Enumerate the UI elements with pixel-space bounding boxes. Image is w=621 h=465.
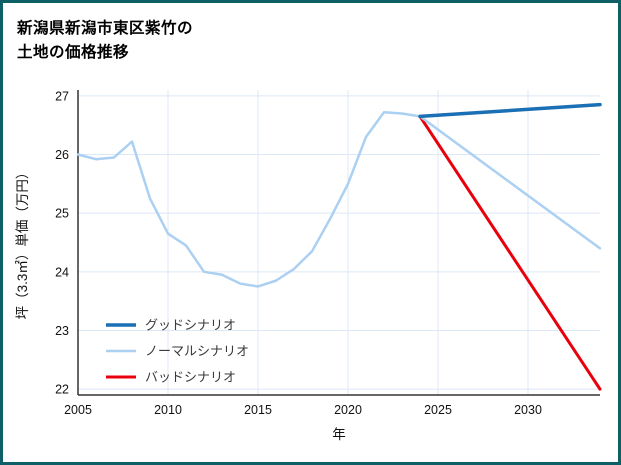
x-tick-label: 2015 bbox=[244, 403, 272, 417]
x-tick-label: 2010 bbox=[154, 403, 182, 417]
page-title-line-1: 新潟県新潟市東区紫竹の bbox=[17, 20, 194, 37]
series-line-2 bbox=[418, 114, 602, 391]
price-trend-chart: 22 23 24 25 26 27 2005 2010 2015 2020 2025 2030 年 坪（3… bbox=[3, 75, 618, 462]
x-tick-label: 2025 bbox=[424, 403, 452, 417]
y-tick-label: 26 bbox=[55, 148, 69, 162]
line-chart-canvas: 22 23 24 25 26 27 2005 2010 2015 2020 2025 2030 年 坪（3… bbox=[15, 89, 602, 442]
x-tick-label: 2030 bbox=[514, 403, 542, 417]
legend-label-2: バッドシナリオ bbox=[145, 370, 236, 385]
x-tick-label: 2005 bbox=[64, 403, 92, 417]
y-tick-label: 22 bbox=[55, 383, 69, 397]
page-title: 新潟県新潟市東区紫竹の 土地の価格推移 bbox=[3, 3, 618, 65]
y-axis-title: 坪（3.3㎡）単価（万円） bbox=[15, 166, 30, 320]
y-tick-label: 27 bbox=[55, 89, 69, 103]
page-title-line-2: 土地の価格推移 bbox=[17, 44, 130, 61]
legend-label-0: グッドシナリオ bbox=[145, 318, 236, 333]
legend-label-1: ノーマルシナリオ bbox=[145, 344, 249, 359]
x-axis-title: 年 bbox=[332, 427, 346, 442]
series-line-1 bbox=[76, 111, 602, 288]
legend-item-2: バッドシナリオ bbox=[106, 370, 236, 385]
legend-item-1: ノーマルシナリオ bbox=[106, 344, 249, 359]
y-tick-label: 23 bbox=[55, 324, 69, 338]
x-tick-label: 2020 bbox=[334, 403, 362, 417]
series-line-0 bbox=[418, 102, 602, 119]
y-tick-label: 24 bbox=[55, 265, 69, 279]
legend-item-0: グッドシナリオ bbox=[106, 318, 236, 333]
y-tick-label: 25 bbox=[55, 207, 69, 221]
